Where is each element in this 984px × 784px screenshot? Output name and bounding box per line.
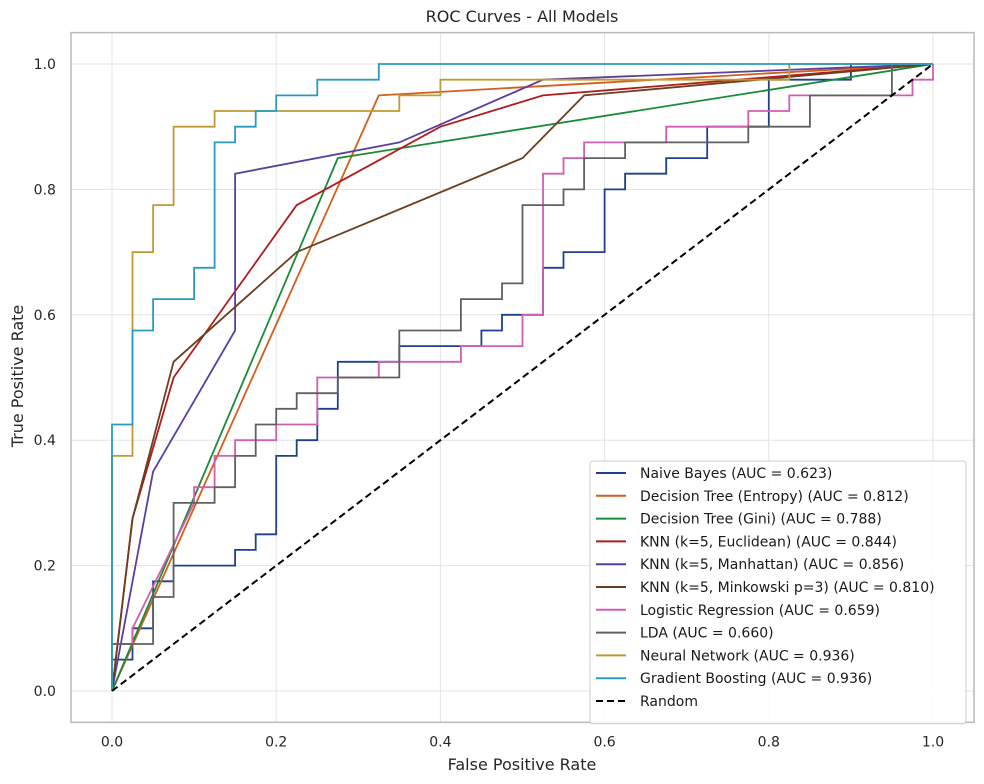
- series-line-decision-tree-gini: [111, 63, 934, 692]
- y-tick-label: 0.2: [34, 559, 56, 575]
- legend-label: Random: [640, 694, 698, 710]
- series-line-gradient-boosting: [111, 63, 933, 691]
- y-tick-label: 0.6: [34, 308, 56, 324]
- legend: Naive Bayes (AUC = 0.623) Decision Tree (…: [589, 460, 967, 725]
- legend-label: Neural Network (AUC = 0.936): [640, 648, 855, 664]
- x-tick-label: 0.6: [593, 734, 615, 750]
- legend-label: LDA (AUC = 0.660): [640, 626, 774, 642]
- legend-label: Decision Tree (Gini) (AUC = 0.788): [640, 512, 882, 528]
- series-line-decision-tree-entropy: [111, 63, 934, 692]
- x-tick-label: 0.0: [101, 734, 123, 750]
- y-tick-label: 0.4: [34, 433, 56, 449]
- y-axis-ticks: 0.0 0.2 0.4 0.6 0.8 1.0: [34, 57, 56, 700]
- x-tick-label: 0.2: [265, 734, 287, 750]
- series-line-knn-k-5-minkowski-p-3: [111, 63, 934, 692]
- series-line-random: [111, 63, 934, 692]
- y-tick-label: 0.0: [34, 684, 56, 700]
- legend-label: Naive Bayes (AUC = 0.623): [640, 466, 832, 482]
- chart-title: ROC Curves - All Models: [426, 7, 619, 26]
- y-axis-label: True Positive Rate: [8, 305, 27, 449]
- x-axis-ticks: 0.0 0.2 0.4 0.6 0.8 1.0: [101, 734, 944, 750]
- y-tick-label: 1.0: [34, 57, 56, 73]
- legend-label: KNN (k=5, Minkowski p=3) (AUC = 0.810): [640, 580, 935, 596]
- legend-label: Logistic Regression (AUC = 0.659): [640, 603, 880, 619]
- x-axis-label: False Positive Rate: [448, 755, 597, 774]
- series-line-lda: [111, 63, 933, 691]
- legend-label: Decision Tree (Entropy) (AUC = 0.812): [640, 489, 909, 505]
- legend-label: KNN (k=5, Manhattan) (AUC = 0.856): [640, 557, 904, 573]
- plot-frame: [70, 31, 975, 724]
- legend-label: KNN (k=5, Euclidean) (AUC = 0.844): [640, 534, 897, 550]
- x-tick-label: 0.4: [429, 734, 451, 750]
- y-tick-label: 0.8: [34, 182, 56, 198]
- x-tick-label: 1.0: [922, 734, 944, 750]
- series-group: [111, 63, 934, 692]
- series-line-logistic-regression: [111, 64, 934, 691]
- series-line-neural-network: [111, 63, 933, 691]
- legend-label: Gradient Boosting (AUC = 0.936): [640, 671, 872, 687]
- legend-box: [589, 460, 967, 725]
- x-tick-label: 0.8: [758, 734, 780, 750]
